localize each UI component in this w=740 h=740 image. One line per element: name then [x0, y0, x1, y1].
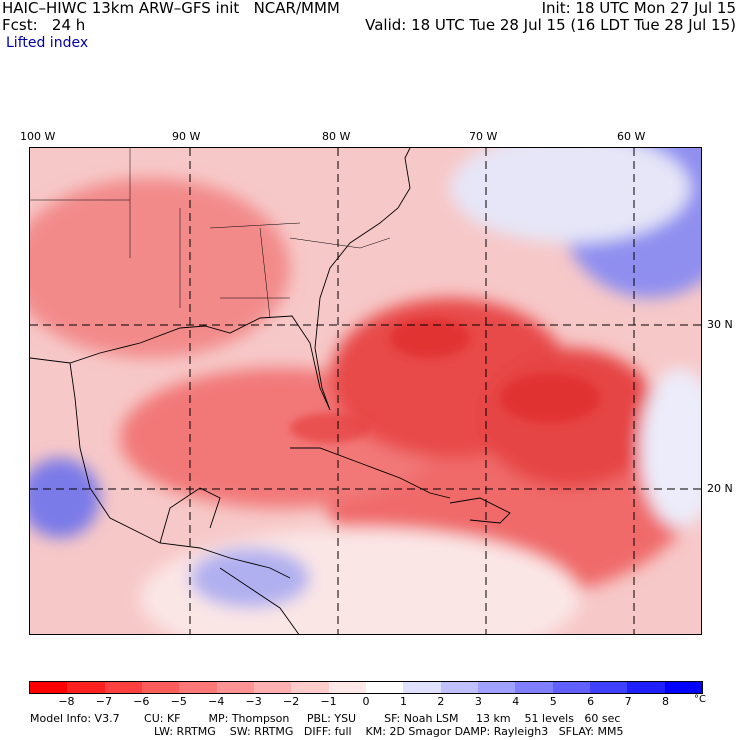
colorbar-tick-label: 7	[624, 695, 632, 708]
colorbar-segment	[477, 682, 516, 693]
lon-label-90w: 90 W	[172, 130, 201, 143]
hispaniola	[449, 497, 511, 524]
model-info-line2: LW: RRTMG SW: RRTMG DIFF: full KM: 2D Sm…	[154, 725, 624, 738]
map-svg	[30, 148, 701, 634]
forecast-hour: Fcst: 24 h	[2, 16, 86, 34]
core-spot-3	[290, 413, 370, 443]
lon-label-100w: 100 W	[20, 130, 56, 143]
colorbar-segment	[627, 682, 665, 693]
colorbar-tick-label: −4	[208, 695, 225, 708]
state-line-5	[259, 227, 271, 319]
coastlines	[30, 148, 511, 634]
colorbar-tick-label: 4	[512, 695, 520, 708]
colorbar-segment	[403, 682, 441, 693]
colorbar-tick-label: −1	[320, 695, 337, 708]
colorbar-tick-label: −3	[245, 695, 262, 708]
colorbar-segment	[179, 682, 217, 693]
central-america	[219, 567, 300, 634]
colorbar-segment	[291, 682, 329, 693]
field-name: Lifted index	[6, 35, 89, 51]
stable-region-central-am	[190, 548, 310, 608]
colorbar-tick-label: −5	[170, 695, 187, 708]
colorbar-tick-label: 6	[587, 695, 595, 708]
colorbar-tick-label: 2	[437, 695, 445, 708]
colorbar-tick-label: 3	[474, 695, 482, 708]
cuba	[290, 447, 451, 499]
colorbar-segment	[552, 682, 590, 693]
colorbar-tick-label: −6	[133, 695, 150, 708]
colorbar-segment	[589, 682, 628, 693]
unstable-region-north	[30, 178, 290, 358]
stable-region-ne-2	[450, 148, 690, 243]
colorbar-segment	[67, 682, 105, 693]
us-gulf-coast	[30, 148, 411, 411]
colorbar-segment	[365, 682, 404, 693]
valid-time: Valid: 18 UTC Tue 28 Jul 15 (16 LDT Tue …	[365, 16, 736, 34]
stable-region-east	[640, 368, 701, 528]
colorbar-segment	[328, 682, 366, 693]
colorbar-tick-label: 5	[549, 695, 557, 708]
core-spot-1	[390, 318, 470, 358]
colorbar-tick-label: −7	[95, 695, 112, 708]
colorbar	[29, 681, 703, 694]
lon-label-60w: 60 W	[617, 130, 646, 143]
state-borders	[30, 148, 391, 319]
lon-label-80w: 80 W	[322, 130, 351, 143]
colorbar-segment	[664, 682, 702, 693]
state-line-7	[289, 237, 391, 249]
title-left: HAIC–HIWC 13km ARW–GFS init NCAR/MMM	[2, 0, 340, 17]
lat-label-20n: 20 N	[707, 482, 733, 495]
colorbar-tick-label: 0	[362, 695, 370, 708]
state-line-4	[209, 222, 301, 229]
colorbar-segment	[253, 682, 292, 693]
colorbar-tick-label: −2	[283, 695, 300, 708]
colorbar-segment	[104, 682, 142, 693]
lat-label-30n: 30 N	[707, 318, 733, 331]
stable-region-mexico	[30, 458, 100, 538]
colorbar-segment	[216, 682, 254, 693]
colorbar-tick-label: −8	[58, 695, 75, 708]
colorbar-segment	[440, 682, 478, 693]
graticule	[30, 148, 701, 634]
lifted-index-map	[29, 147, 702, 635]
colorbar-segment	[30, 682, 68, 693]
mexico-coast	[69, 362, 291, 579]
lon-label-70w: 70 W	[469, 130, 498, 143]
core-spot-2	[500, 373, 600, 423]
init-time: Init: 18 UTC Mon 27 Jul 15	[541, 0, 736, 17]
model-info-line1: Model Info: V3.7 CU: KF MP: Thompson PBL…	[30, 712, 621, 725]
colorbar-segment	[141, 682, 180, 693]
colorbar-tick-label: 8	[662, 695, 670, 708]
colorbar-segment	[515, 682, 553, 693]
yucatan	[159, 487, 221, 544]
colorbar-unit: °C	[694, 694, 706, 705]
colorbar-tick-label: 1	[399, 695, 407, 708]
